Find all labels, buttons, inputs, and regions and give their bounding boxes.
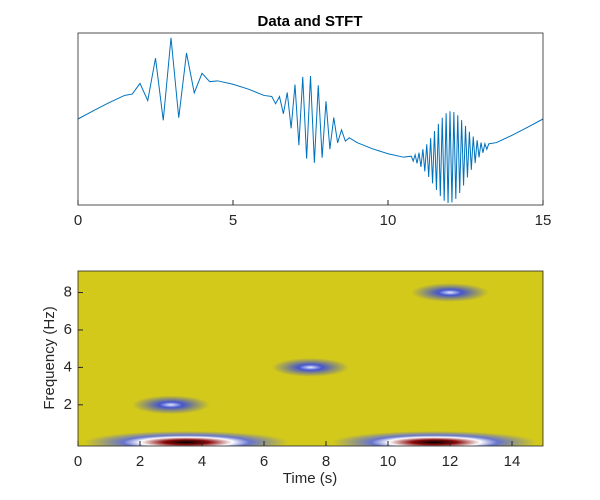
signal-line bbox=[77, 37, 544, 204]
stft-peak bbox=[271, 358, 350, 377]
spectrogram bbox=[84, 283, 537, 446]
x-tick-label: 5 bbox=[229, 212, 237, 229]
stft-peak bbox=[332, 431, 537, 446]
x-tick-label: 10 bbox=[380, 212, 397, 229]
y-axis-label: Frequency (Hz) bbox=[41, 306, 58, 409]
x-tick-label: 15 bbox=[535, 212, 552, 229]
x-tick-label: 6 bbox=[260, 453, 268, 470]
y-tick-label: 6 bbox=[64, 321, 72, 338]
y-tick-label: 2 bbox=[64, 396, 72, 413]
axes-box bbox=[77, 270, 544, 447]
axes-box bbox=[77, 32, 544, 206]
stft-peak bbox=[132, 395, 210, 415]
x-tick-label: 14 bbox=[504, 453, 521, 470]
x-tick-label: 0 bbox=[74, 212, 82, 229]
x-axis-label: Time (s) bbox=[283, 470, 337, 487]
y-tick-label: 4 bbox=[64, 358, 72, 375]
y-tick-label: 8 bbox=[64, 283, 72, 300]
x-tick-label: 8 bbox=[322, 453, 330, 470]
stft-peak bbox=[84, 431, 289, 446]
x-tick-label: 12 bbox=[442, 453, 459, 470]
chart-title: Data and STFT bbox=[257, 13, 362, 30]
x-tick-label: 10 bbox=[380, 453, 397, 470]
x-tick-label: 2 bbox=[136, 453, 144, 470]
stft-peak bbox=[411, 283, 489, 302]
x-tick-label: 0 bbox=[74, 453, 82, 470]
x-tick-label: 4 bbox=[198, 453, 206, 470]
